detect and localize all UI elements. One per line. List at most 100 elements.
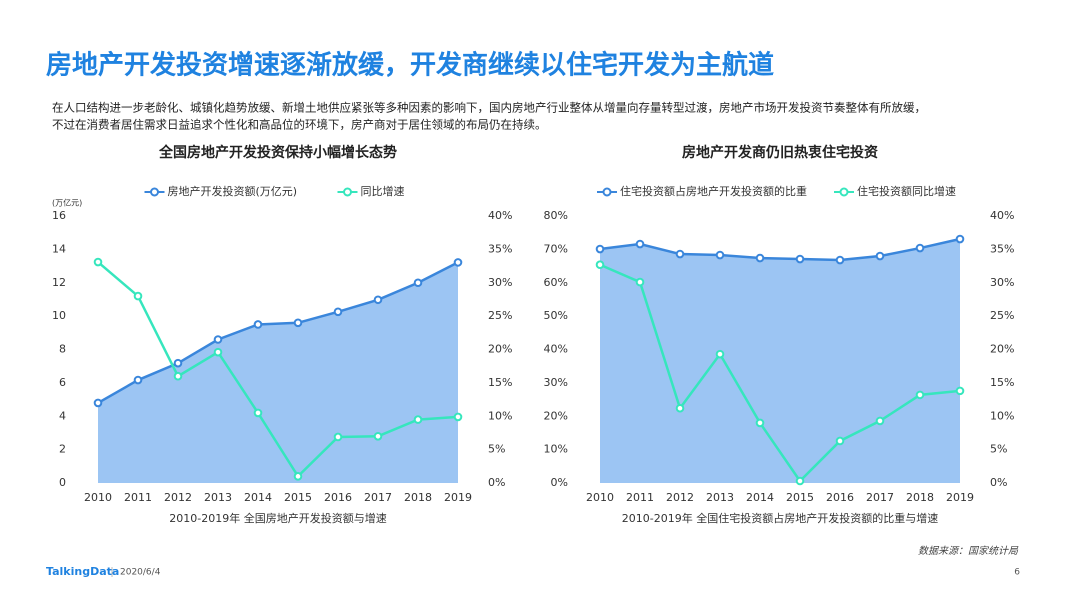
marker (253, 320, 263, 329)
marker (93, 257, 103, 267)
logo: TalkingData (46, 565, 119, 578)
date: 2020/6/4 (120, 568, 161, 578)
marker (635, 277, 645, 287)
marker (755, 253, 765, 263)
marker (715, 250, 725, 260)
marker (253, 408, 263, 418)
paragraph-line: 不过在消费者居住需求日益追求个性化和高品位的环境下，房产商对于居住领域的布局仍在… (52, 118, 547, 132)
x-tick-label: 2015 (284, 491, 312, 504)
y-tick-label: 12 (52, 276, 66, 289)
unit-label: (万亿元) (52, 198, 82, 208)
y2-tick-label: 0% (990, 476, 1007, 489)
slide-title: 房地产开发投资增速逐渐放缓，开发商继续以住宅开发为主航道 (46, 50, 774, 81)
legend-marker (150, 187, 159, 197)
y-tick-label: 6 (59, 376, 66, 389)
y-tick-label: 50% (544, 309, 568, 322)
caption: 2010-2019年 全国住宅投资额占房地产开发投资额的比重与增速 (622, 511, 938, 525)
marker (715, 349, 725, 359)
y-tick-label: 4 (59, 409, 66, 422)
x-tick-label: 2016 (826, 491, 854, 504)
x-tick-label: 2017 (866, 491, 894, 504)
legend-marker (602, 187, 612, 197)
x-tick-label: 2019 (946, 491, 974, 504)
y2-tick-label: 10% (990, 409, 1014, 422)
marker (955, 386, 965, 396)
y-tick-label: 10 (52, 309, 66, 322)
marker (93, 398, 103, 408)
y-tick-label: 0 (59, 476, 66, 489)
y2-tick-label: 10% (488, 409, 512, 422)
marker (835, 436, 845, 446)
y2-tick-label: 20% (488, 343, 512, 356)
marker (373, 295, 383, 305)
y2-tick-label: 0% (488, 476, 505, 489)
y2-tick-label: 25% (990, 309, 1014, 322)
legend-marker (839, 187, 849, 197)
marker (635, 239, 645, 249)
page-number: 6 (1014, 568, 1020, 578)
marker (453, 412, 463, 422)
marker (333, 432, 343, 442)
marker (213, 347, 223, 357)
y2-tick-label: 35% (990, 242, 1014, 255)
marker (675, 249, 685, 259)
line (97, 261, 459, 404)
y-tick-label: 40% (544, 343, 568, 356)
y-tick-label: 14 (52, 242, 66, 255)
y-tick-label: 8 (59, 343, 66, 356)
y2-tick-label: 40% (488, 209, 512, 222)
marker (755, 418, 765, 428)
marker (595, 244, 605, 254)
line (599, 237, 961, 262)
marker (453, 258, 463, 267)
y2-tick-label: 15% (488, 376, 512, 389)
y-tick-label: 0% (551, 476, 568, 489)
marker (333, 307, 343, 317)
x-tick-label: 2017 (364, 491, 392, 504)
x-tick-label: 2018 (906, 491, 934, 504)
y2-tick-label: 5% (488, 443, 505, 456)
x-tick-label: 2013 (204, 491, 232, 504)
marker (915, 390, 925, 400)
marker (293, 472, 303, 481)
marker (173, 371, 183, 381)
legend-label: 房地产开发投资额(万亿元) (168, 184, 298, 198)
marker (795, 254, 805, 264)
y-tick-label: 60% (544, 276, 568, 289)
marker (595, 260, 605, 270)
x-tick-label: 2010 (84, 491, 112, 504)
caption: 2010-2019年 全国房地产开发投资额与增速 (169, 511, 386, 525)
legend-marker (343, 187, 352, 197)
x-tick-label: 2012 (164, 491, 192, 504)
y2-tick-label: 30% (488, 276, 512, 289)
line (599, 263, 961, 483)
y2-tick-label: 5% (990, 443, 1007, 456)
y2-tick-label: 15% (990, 376, 1014, 389)
marker (413, 415, 423, 424)
x-tick-label: 2016 (324, 491, 352, 504)
x-tick-label: 2011 (626, 491, 654, 504)
marker (675, 403, 685, 413)
marker (875, 251, 885, 261)
x-tick-label: 2014 (746, 491, 774, 504)
x-tick-label: 2011 (124, 491, 152, 504)
marker (293, 318, 303, 328)
x-tick-label: 2018 (404, 491, 432, 504)
x-tick-label: 2013 (706, 491, 734, 504)
y2-tick-label: 30% (990, 276, 1014, 289)
paragraph-line: 在人口结构进一步老龄化、城镇化趋势放缓、新增土地供应紧张等多种因素的影响下，国内… (52, 101, 926, 115)
chart-title: 全国房地产开发投资保持小幅增长态势 (158, 144, 397, 161)
area (98, 262, 458, 483)
y-tick-label: 30% (544, 376, 568, 389)
y-tick-label: 80% (544, 209, 568, 222)
marker (213, 335, 223, 344)
x-tick-label: 2015 (786, 491, 814, 504)
x-tick-label: 2012 (666, 491, 694, 504)
marker (915, 243, 925, 253)
y2-tick-label: 35% (488, 242, 512, 255)
area (600, 239, 960, 483)
line (97, 261, 459, 479)
legend-label: 同比增速 (361, 184, 405, 198)
legend-label: 住宅投资额占房地产开发投资额的比重 (620, 184, 807, 198)
